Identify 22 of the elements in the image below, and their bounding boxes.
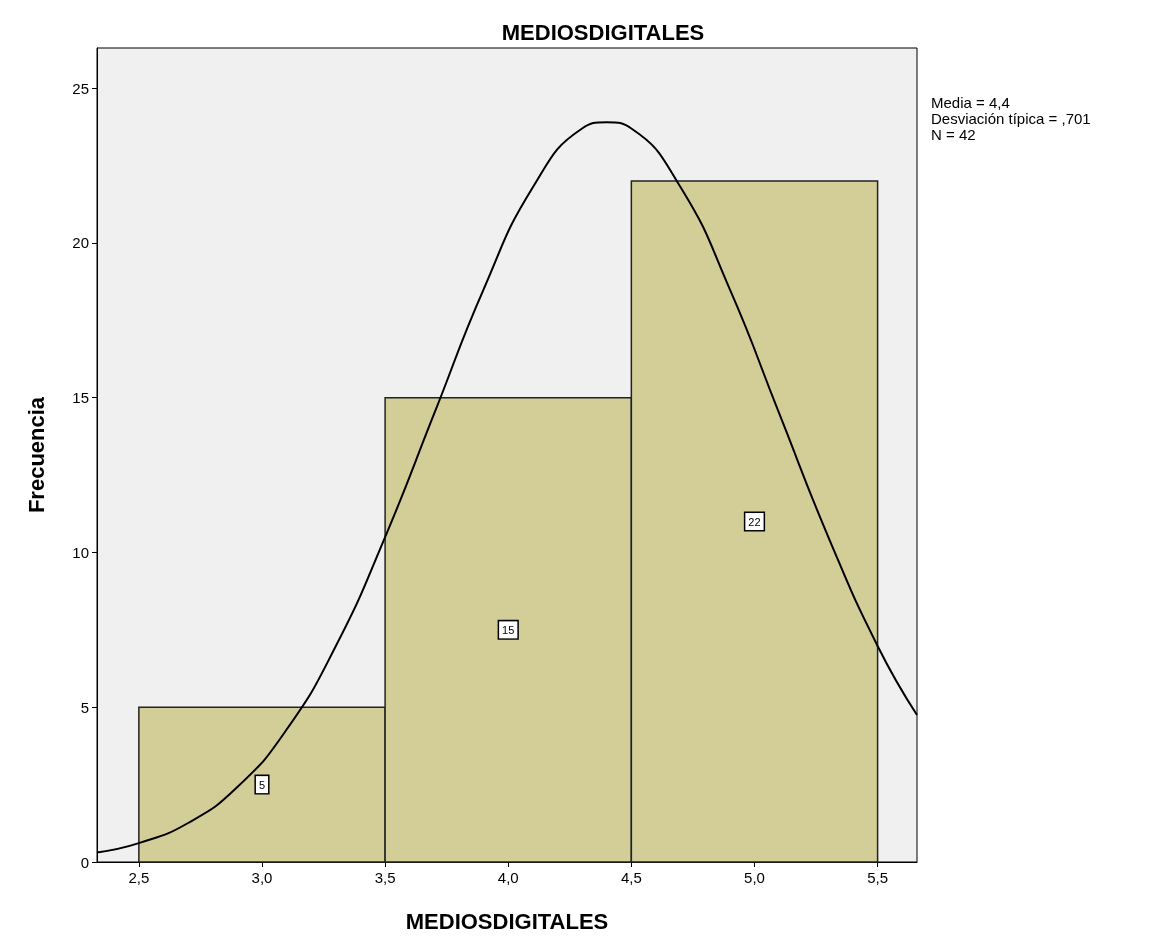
x-tick-label: 4,0 (497, 869, 519, 886)
x-tick-label: 2,5 (128, 869, 150, 886)
y-tick-label: 25 (72, 79, 89, 97)
y-tick-label: 5 (80, 698, 89, 716)
data-label: 22 (748, 515, 761, 528)
text: Media = 4,4 (931, 93, 1010, 111)
chart-title: MEDIOSDIGITALES (501, 19, 705, 45)
y-tick-label: 0 (80, 853, 89, 871)
x-tick-label: 5,5 (867, 869, 889, 886)
data-label: 15 (502, 623, 515, 636)
y-tick-label: 20 (72, 234, 89, 252)
text: N = 42 (931, 125, 976, 143)
y-axis-title: Frecuencia (23, 396, 49, 514)
x-tick-label: 3,0 (251, 869, 273, 886)
x-tick-label: 4,5 (620, 869, 642, 886)
y-tick-label: 10 (72, 543, 89, 561)
data-label: 5 (258, 778, 266, 791)
x-tick-label: 5,0 (744, 869, 765, 886)
x-tick-label: 3,5 (374, 869, 396, 886)
text: Desviación típica = ,701 (931, 109, 1091, 127)
x-axis-title: MEDIOSDIGITALES (405, 908, 609, 934)
y-tick-label: 15 (72, 389, 89, 407)
